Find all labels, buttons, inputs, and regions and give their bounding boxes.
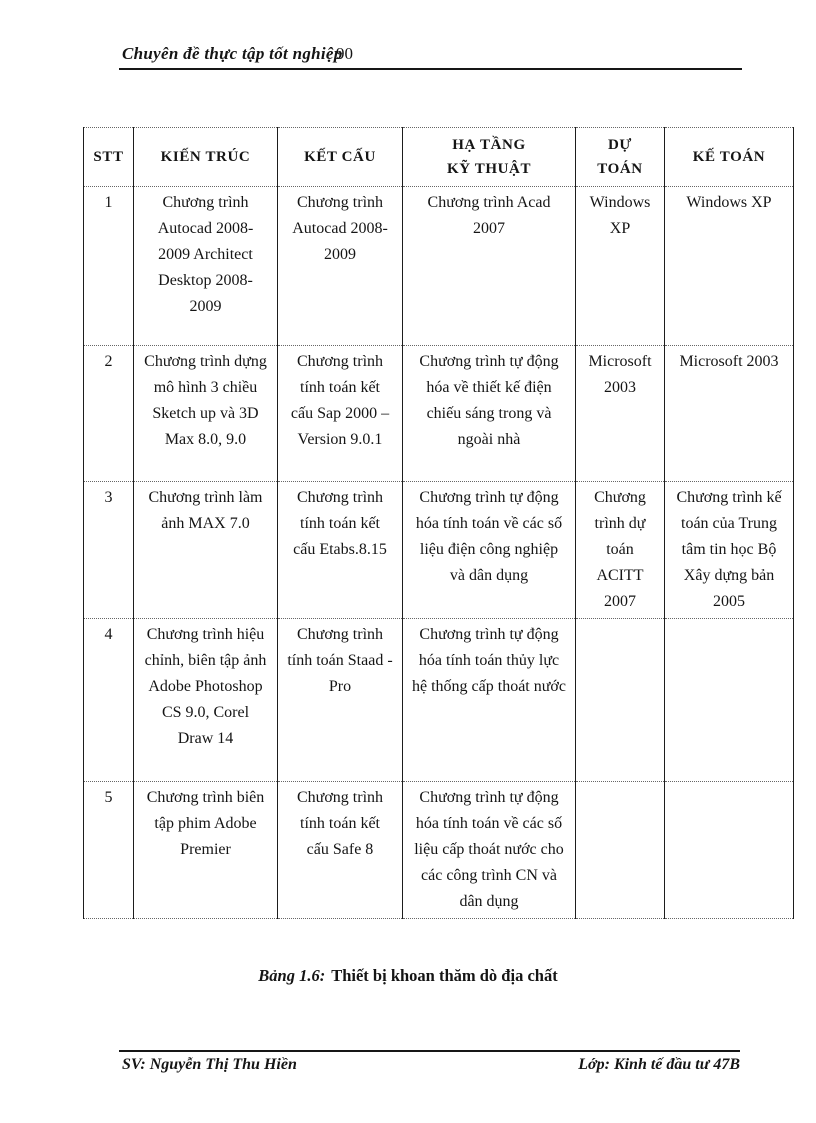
running-header-title: Chuyên đề thực tập tốt nghiệp — [122, 44, 343, 63]
footer-rule — [119, 1050, 740, 1052]
table-cell: Chương trình Acad 2007 — [402, 186, 576, 346]
page-number: 90 — [336, 44, 353, 63]
table-cell: Chương trình tính toán kết cấu Safe 8 — [277, 781, 403, 919]
table-cell: Chương trình hiệu chỉnh, biên tập ảnh Ad… — [133, 618, 278, 782]
column-header-ket-cau: KẾT CẤU — [277, 127, 403, 187]
table-cell — [664, 781, 794, 919]
table-header-row: STT KIẾN TRÚC KẾT CẤU HẠ TẦNG KỸ THUẬT D… — [83, 127, 794, 187]
table-row: 1 Chương trình Autocad 2008-2009 Archite… — [83, 186, 794, 346]
table-cell: Chương trình làm ảnh MAX 7.0 — [133, 481, 278, 619]
table-cell: Microsoft 2003 — [575, 345, 665, 482]
table-cell: Windows XP — [575, 186, 665, 346]
table-cell: Windows XP — [664, 186, 794, 346]
table-caption-label: Bảng 1.6: — [258, 966, 326, 985]
table-row: 4 Chương trình hiệu chỉnh, biên tập ảnh … — [83, 618, 794, 782]
table-cell: 4 — [83, 618, 134, 782]
table-caption: Bảng 1.6: Thiết bị khoan thăm dò địa chất — [0, 966, 816, 986]
table-cell: Chương trình biên tập phim Adobe Premier — [133, 781, 278, 919]
footer-student-name: SV: Nguyễn Thị Thu Hiền — [122, 1056, 297, 1073]
table-row: 2 Chương trình dựng mô hình 3 chiều Sket… — [83, 345, 794, 482]
table-cell: Chương trình tự động hóa về thiết kế điệ… — [402, 345, 576, 482]
table-row: 3 Chương trình làm ảnh MAX 7.0 Chương tr… — [83, 481, 794, 619]
table-cell: 1 — [83, 186, 134, 346]
table-cell: Chương trình tính toán Staad - Pro — [277, 618, 403, 782]
table-cell — [664, 618, 794, 782]
header-rule — [119, 68, 742, 70]
table-cell: 5 — [83, 781, 134, 919]
table-cell: Chương trình dựng mô hình 3 chiều Sketch… — [133, 345, 278, 482]
column-header-stt: STT — [83, 127, 134, 187]
table-cell: 2 — [83, 345, 134, 482]
table-cell: 3 — [83, 481, 134, 619]
column-header-ke-toan: KẾ TOÁN — [664, 127, 794, 187]
column-header-ha-tang-ky-thuat: HẠ TẦNG KỸ THUẬT — [402, 127, 576, 187]
footer-class-name: Lớp: Kinh tế đầu tư 47B — [578, 1056, 740, 1073]
table-cell: Chương trình tự động hóa tính toán về cá… — [402, 481, 576, 619]
table-cell: Chương trình kế toán của Trung tâm tin h… — [664, 481, 794, 619]
table-caption-text: Thiết bị khoan thăm dò địa chất — [331, 966, 558, 985]
table-cell: Chương trình Autocad 2008-2009 Architect… — [133, 186, 278, 346]
table-cell — [575, 618, 665, 782]
table-row: 5 Chương trình biên tập phim Adobe Premi… — [83, 781, 794, 919]
table-cell: Chương trình tự động hóa tính toán về cá… — [402, 781, 576, 919]
table-cell: Chương trình tính toán kết cấu Etabs.8.1… — [277, 481, 403, 619]
column-header-kien-truc: KIẾN TRÚC — [133, 127, 278, 187]
software-table: STT KIẾN TRÚC KẾT CẤU HẠ TẦNG KỸ THUẬT D… — [83, 127, 794, 919]
table-cell — [575, 781, 665, 919]
table-cell: Microsoft 2003 — [664, 345, 794, 482]
table-cell: Chương trình dự toán ACITT 2007 — [575, 481, 665, 619]
table-cell: Chương trình Autocad 2008-2009 — [277, 186, 403, 346]
table-cell: Chương trình tính toán kết cấu Sap 2000 … — [277, 345, 403, 482]
table-cell: Chương trình tự động hóa tính toán thủy … — [402, 618, 576, 782]
column-header-du-toan: DỰ TOÁN — [575, 127, 665, 187]
